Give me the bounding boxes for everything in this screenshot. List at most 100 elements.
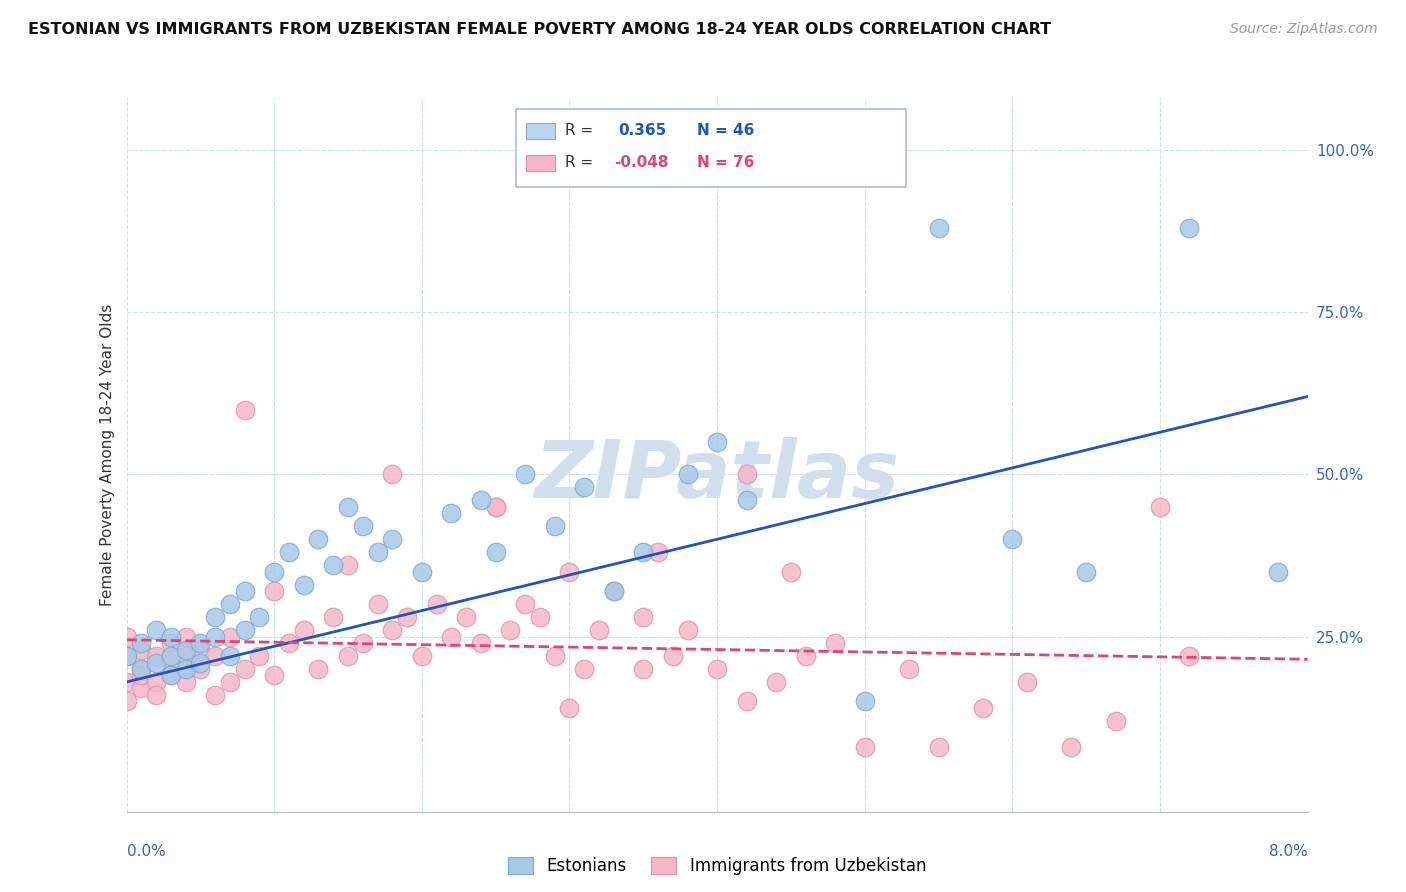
Point <box>484 500 508 514</box>
Point <box>1060 739 1083 754</box>
Point <box>188 642 211 657</box>
Point <box>574 662 596 676</box>
Point <box>188 656 211 670</box>
Point <box>219 648 242 663</box>
Text: ESTONIAN VS IMMIGRANTS FROM UZBEKISTAN FEMALE POVERTY AMONG 18-24 YEAR OLDS CORR: ESTONIAN VS IMMIGRANTS FROM UZBEKISTAN F… <box>28 22 1052 37</box>
Point <box>470 636 492 650</box>
Point <box>115 694 138 708</box>
Point <box>188 662 211 676</box>
Point <box>396 610 419 624</box>
Point <box>440 506 463 520</box>
Point <box>160 630 183 644</box>
Point <box>219 675 242 690</box>
Point <box>174 630 197 644</box>
Point <box>115 648 138 663</box>
Point <box>779 565 801 579</box>
Point <box>824 636 846 650</box>
Point <box>366 597 388 611</box>
Point <box>292 577 315 591</box>
Point <box>263 668 285 682</box>
Point <box>263 584 285 599</box>
Point <box>145 656 167 670</box>
Point <box>247 648 270 663</box>
Point <box>204 648 226 663</box>
Text: ZIPatlas: ZIPatlas <box>534 437 900 516</box>
Point <box>263 565 285 579</box>
Point <box>470 493 492 508</box>
Point <box>1001 533 1024 547</box>
Point <box>558 701 581 715</box>
Point <box>588 623 610 637</box>
Point <box>706 434 728 449</box>
Point <box>174 642 197 657</box>
Point <box>129 636 153 650</box>
Point <box>352 636 374 650</box>
FancyBboxPatch shape <box>526 123 555 139</box>
FancyBboxPatch shape <box>516 109 905 187</box>
Point <box>633 662 655 676</box>
Text: -0.048: -0.048 <box>614 155 669 169</box>
Point <box>603 584 626 599</box>
Point <box>633 545 655 559</box>
Point <box>307 533 329 547</box>
Text: Source: ZipAtlas.com: Source: ZipAtlas.com <box>1230 22 1378 37</box>
Point <box>204 610 226 624</box>
Point <box>558 565 581 579</box>
Point <box>794 648 817 663</box>
Point <box>1267 565 1289 579</box>
Legend: Estonians, Immigrants from Uzbekistan: Estonians, Immigrants from Uzbekistan <box>508 856 927 875</box>
Point <box>160 668 183 682</box>
Point <box>204 688 226 702</box>
Point <box>735 467 758 482</box>
Point <box>1017 675 1039 690</box>
Point <box>219 630 242 644</box>
Point <box>574 480 596 494</box>
Point <box>322 558 344 573</box>
Point <box>543 519 565 533</box>
Point <box>160 636 183 650</box>
Point <box>188 636 211 650</box>
Text: 0.365: 0.365 <box>617 123 666 137</box>
Point <box>278 545 301 559</box>
Point <box>411 565 433 579</box>
Point <box>204 630 226 644</box>
Point <box>1149 500 1171 514</box>
Text: N = 46: N = 46 <box>697 123 755 137</box>
Point <box>1105 714 1128 728</box>
FancyBboxPatch shape <box>526 155 555 171</box>
Point <box>972 701 994 715</box>
Point <box>292 623 315 637</box>
Point <box>129 668 153 682</box>
Point <box>853 739 876 754</box>
Point <box>484 500 508 514</box>
Point <box>484 545 508 559</box>
Text: R =: R = <box>565 155 598 169</box>
Point <box>706 662 728 676</box>
Point <box>676 467 699 482</box>
Point <box>129 681 153 696</box>
Point <box>233 662 256 676</box>
Point <box>145 623 167 637</box>
Point <box>765 675 787 690</box>
Point <box>454 610 477 624</box>
Point <box>160 656 183 670</box>
Point <box>411 648 433 663</box>
Text: 8.0%: 8.0% <box>1268 844 1308 859</box>
Point <box>129 662 153 676</box>
Point <box>1178 648 1201 663</box>
Point <box>352 519 374 533</box>
Point <box>381 467 404 482</box>
Text: 0.0%: 0.0% <box>127 844 166 859</box>
Point <box>115 648 138 663</box>
Point <box>145 675 167 690</box>
Point <box>307 662 329 676</box>
Point <box>129 662 153 676</box>
Point <box>174 662 197 676</box>
Point <box>603 584 626 599</box>
Point <box>515 597 537 611</box>
Point <box>515 467 537 482</box>
Point <box>853 694 876 708</box>
Point <box>174 675 197 690</box>
Point <box>219 597 242 611</box>
Text: R =: R = <box>565 123 603 137</box>
